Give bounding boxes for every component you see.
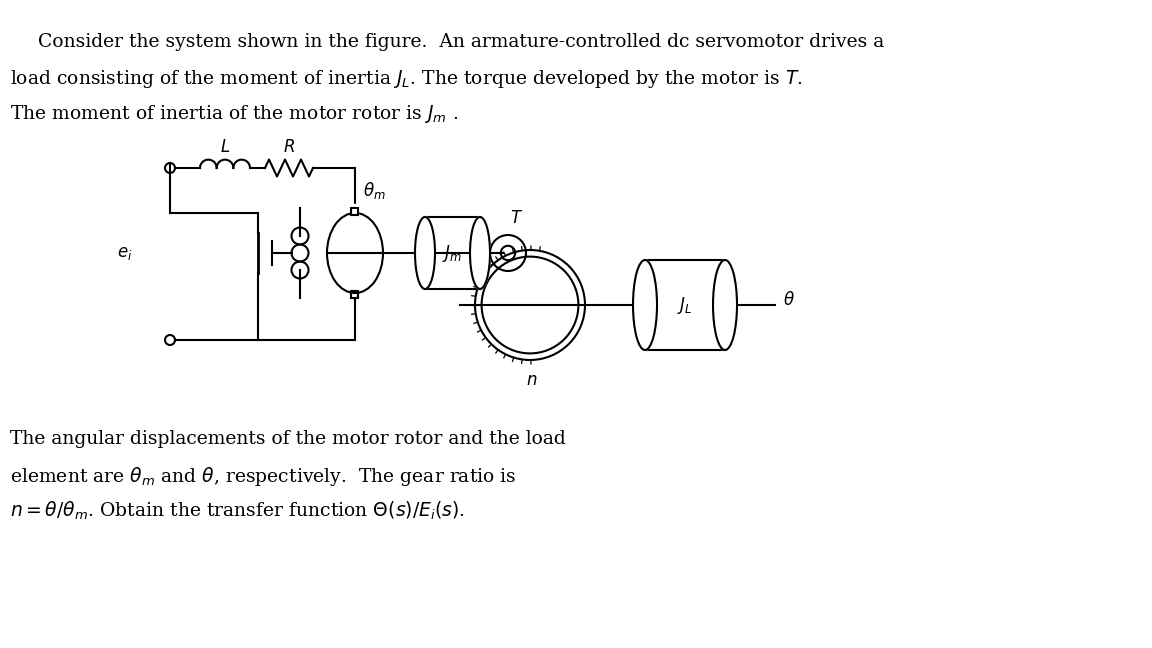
Text: $n$: $n$ bbox=[526, 372, 538, 389]
Text: $\theta_m$: $\theta_m$ bbox=[363, 180, 386, 201]
Bar bbox=[645, 260, 725, 350]
Text: $T$: $T$ bbox=[510, 210, 523, 227]
Text: load consisting of the moment of inertia $J_L$. The torque developed by the moto: load consisting of the moment of inertia… bbox=[10, 68, 803, 90]
Bar bbox=[351, 205, 358, 216]
Bar bbox=[425, 217, 480, 289]
Text: element are $\theta_m$ and $\theta$, respectively.  The gear ratio is: element are $\theta_m$ and $\theta$, res… bbox=[10, 465, 516, 488]
Text: $R$: $R$ bbox=[283, 139, 295, 156]
Text: $J_L$: $J_L$ bbox=[677, 294, 692, 316]
Text: $e_i$: $e_i$ bbox=[118, 246, 132, 262]
Bar bbox=[351, 208, 358, 215]
Ellipse shape bbox=[470, 217, 490, 289]
Ellipse shape bbox=[415, 217, 435, 289]
Text: $\theta$: $\theta$ bbox=[783, 291, 795, 309]
Text: $n = \theta/\theta_m$. Obtain the transfer function $\Theta(s)/E_i(s)$.: $n = \theta/\theta_m$. Obtain the transf… bbox=[10, 500, 465, 522]
Text: Consider the system shown in the figure.  An armature-controlled dc servomotor d: Consider the system shown in the figure.… bbox=[38, 33, 885, 51]
Text: $L$: $L$ bbox=[220, 139, 230, 156]
Bar bbox=[351, 291, 358, 298]
Ellipse shape bbox=[713, 260, 737, 350]
Text: The moment of inertia of the motor rotor is $J_m$ .: The moment of inertia of the motor rotor… bbox=[10, 103, 458, 125]
Text: $J_m$: $J_m$ bbox=[442, 242, 463, 264]
Text: The angular displacements of the motor rotor and the load: The angular displacements of the motor r… bbox=[10, 430, 566, 448]
Ellipse shape bbox=[632, 260, 657, 350]
